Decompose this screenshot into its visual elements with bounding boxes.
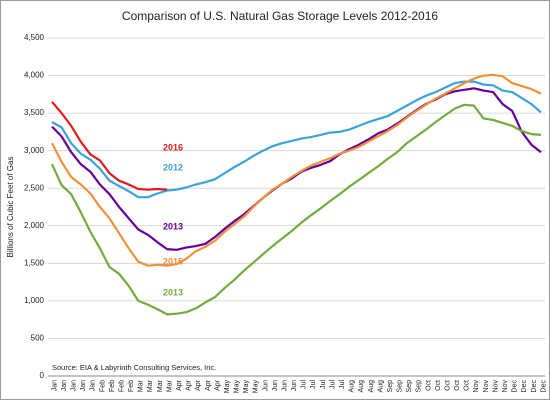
x-tick-label: Feb (118, 380, 125, 392)
x-tick-label: Jan (80, 380, 87, 391)
x-tick-label: Jan (61, 380, 68, 391)
x-tick-label: Feb (99, 380, 106, 392)
x-tick-label: Feb (128, 380, 135, 392)
x-tick-label: Sep (416, 380, 423, 393)
x-tick-label: Mar (166, 379, 173, 392)
x-tick-label: Sep (387, 380, 394, 393)
series-label: 2013 (163, 221, 183, 231)
x-tick-label: Dec (512, 380, 519, 393)
x-tick-label: Jun (291, 380, 298, 391)
series-label: 2015 (163, 256, 183, 266)
source-note: Source: EIA & Labyrinth Consulting Servi… (52, 363, 216, 372)
x-tick-label: May (243, 380, 250, 394)
y-tick-label: 4,000 (24, 71, 45, 80)
x-tick-label: Sep (406, 380, 413, 393)
y-tick-label: 500 (31, 334, 45, 343)
x-tick-label: Dec (521, 380, 528, 393)
series-label: 2013 (163, 287, 183, 297)
x-tick-label: Apr (205, 379, 212, 391)
series-label: 2016 (163, 142, 183, 152)
x-tick-label: May (253, 380, 260, 394)
chart-title: Comparison of U.S. Natural Gas Storage L… (122, 9, 438, 23)
x-tick-label: Dec (531, 380, 538, 393)
x-tick-label: Feb (109, 380, 116, 392)
series-line (50, 103, 542, 316)
x-tick-label: Nov (483, 380, 490, 393)
x-tick-label: Jul (329, 380, 336, 389)
x-tick-label: Apr (195, 379, 202, 391)
y-tick-label: 1,000 (24, 296, 45, 305)
x-tick-label: Jul (301, 380, 308, 389)
x-tick-label: Jul (339, 380, 346, 389)
y-tick-label: 3,500 (24, 108, 45, 117)
series-line (51, 80, 542, 199)
y-tick-label: 2,500 (24, 183, 45, 192)
x-tick-label: Aug (349, 380, 356, 393)
x-tick-label: Apr (214, 379, 221, 391)
x-tick-label: Oct (435, 380, 442, 391)
x-tick-label: Oct (464, 380, 471, 391)
x-tick-label: Jul (310, 380, 317, 389)
x-tick-label: Sep (397, 380, 404, 393)
y-axis-label: Billions of Cubic Feet of Gas (6, 157, 15, 258)
x-tick-label: Mar (157, 379, 164, 392)
y-tick-label: 3,000 (24, 146, 45, 155)
x-tick-label: Aug (368, 380, 375, 393)
x-tick-label: Aug (377, 380, 384, 393)
x-tick-label: Jun (281, 380, 288, 391)
x-tick-label: Oct (425, 380, 432, 391)
x-tick-label: Apr (186, 379, 193, 391)
x-tick-label: Jan (71, 380, 78, 391)
x-tick-label: Mar (138, 379, 145, 392)
y-tick-label: 2,000 (24, 221, 45, 230)
x-tick-label: Nov (502, 380, 509, 393)
x-tick-label: Nov (492, 380, 499, 393)
x-tick-label: Apr (176, 379, 183, 391)
x-tick-label: Aug (358, 380, 365, 393)
x-tick-label: Mar (147, 379, 154, 392)
series-label: 2012 (163, 162, 183, 172)
x-tick-label: Jan (51, 380, 58, 391)
x-tick-label: Jul (320, 380, 327, 389)
x-tick-label: Nov (473, 380, 480, 393)
x-tick-label: Dec (540, 380, 547, 393)
series-line (51, 101, 168, 191)
x-tick-label: May (234, 380, 241, 394)
y-tick-label: 0 (40, 371, 45, 380)
x-tick-label: Jun (272, 380, 279, 391)
x-tick-label: Oct (444, 380, 451, 391)
x-tick-label: Jan (90, 380, 97, 391)
x-tick-label: Oct (454, 380, 461, 391)
y-tick-label: 1,500 (24, 258, 45, 267)
y-tick-label: 4,500 (24, 33, 45, 42)
series-line (51, 73, 542, 267)
x-tick-label: May (224, 380, 231, 394)
x-tick-label: Jun (262, 380, 269, 391)
